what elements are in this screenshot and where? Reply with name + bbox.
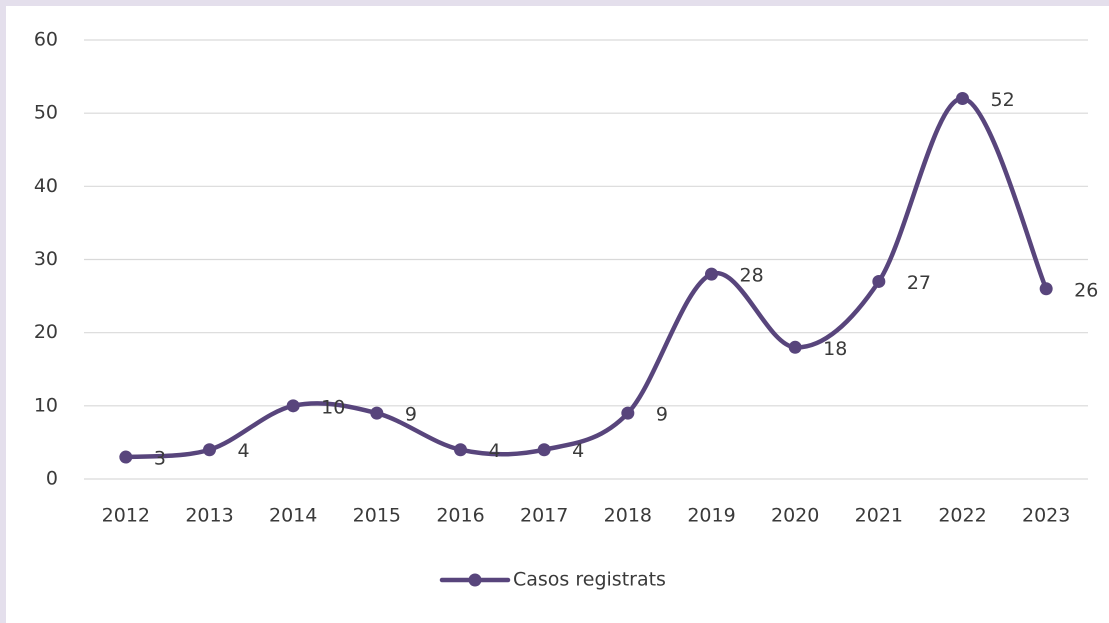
data-point — [286, 399, 300, 413]
data-point — [1039, 282, 1053, 296]
data-label: 9 — [656, 404, 668, 426]
y-tick-label: 20 — [34, 321, 58, 343]
legend-label: Casos registrats — [513, 569, 666, 591]
data-label: 28 — [740, 265, 764, 287]
x-tick-label: 2019 — [687, 505, 735, 527]
data-label: 26 — [1074, 279, 1098, 301]
x-tick-label: 2012 — [102, 505, 150, 527]
y-tick-label: 0 — [46, 468, 58, 490]
data-point — [621, 406, 635, 420]
frame-top — [0, 0, 1109, 6]
data-point — [872, 274, 886, 288]
y-tick-label: 40 — [34, 175, 58, 197]
data-point — [788, 340, 802, 354]
y-tick-label: 10 — [34, 394, 58, 416]
y-tick-label: 60 — [34, 29, 58, 51]
data-label: 52 — [991, 89, 1015, 111]
data-label: 27 — [907, 272, 931, 294]
y-tick-label: 50 — [34, 102, 58, 124]
data-label: 9 — [405, 404, 417, 426]
data-label: 10 — [321, 396, 345, 418]
x-tick-label: 2013 — [185, 505, 233, 527]
data-label: 4 — [238, 440, 250, 462]
data-label: 4 — [489, 440, 501, 462]
x-tick-label: 2022 — [938, 505, 986, 527]
data-point — [454, 443, 467, 457]
data-label: 4 — [572, 440, 584, 462]
legend-marker — [468, 573, 482, 587]
data-point — [119, 450, 133, 464]
x-tick-label: 2021 — [855, 505, 903, 527]
x-tick-label: 2023 — [1022, 505, 1070, 527]
x-tick-label: 2015 — [353, 505, 401, 527]
data-label: 18 — [823, 338, 847, 360]
data-point — [705, 267, 718, 281]
x-tick-label: 2018 — [604, 505, 652, 527]
data-point — [203, 443, 216, 457]
data-point — [537, 443, 551, 457]
frame-left — [0, 0, 6, 623]
x-tick-label: 2017 — [520, 505, 568, 527]
data-point — [370, 406, 384, 420]
x-tick-label: 2014 — [269, 505, 317, 527]
x-tick-label: 2016 — [436, 505, 484, 527]
data-label: 3 — [154, 448, 166, 470]
x-tick-label: 2020 — [771, 505, 819, 527]
data-point — [956, 92, 969, 106]
y-tick-label: 30 — [34, 248, 58, 270]
